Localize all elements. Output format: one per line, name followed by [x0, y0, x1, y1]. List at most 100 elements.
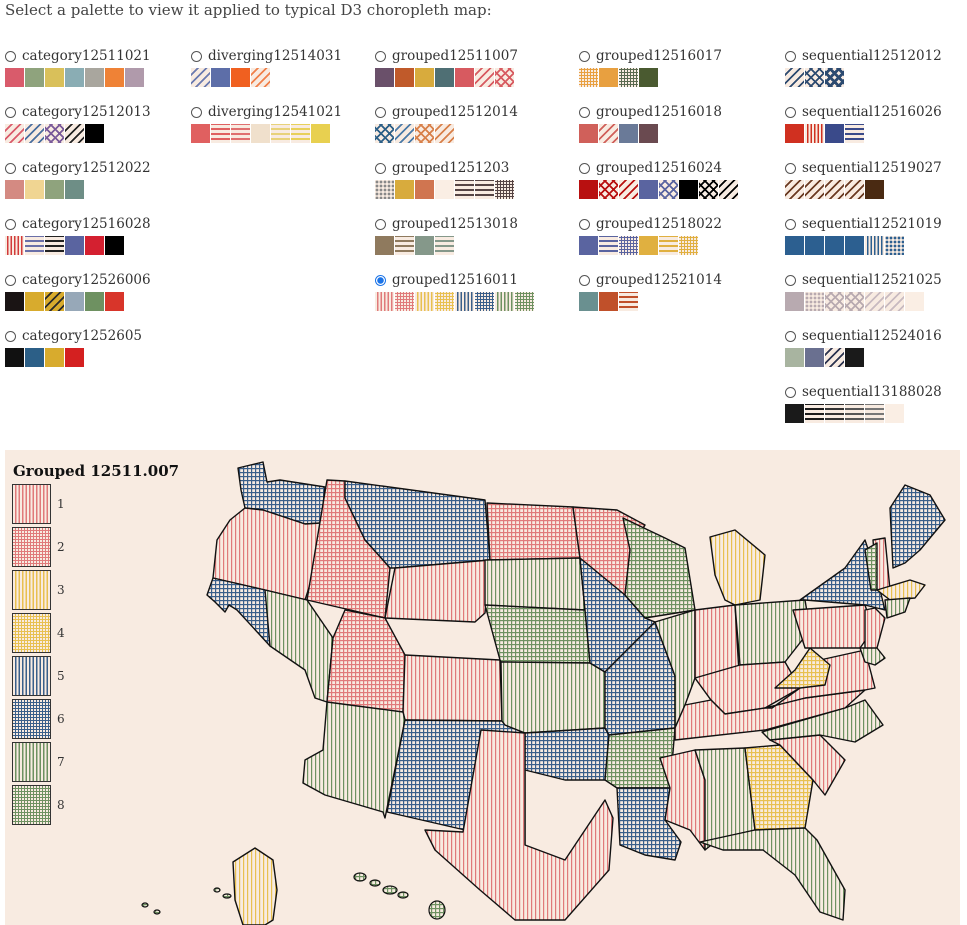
palette-swatches: [191, 68, 381, 87]
legend-label: 8: [57, 798, 65, 812]
palette-swatch: [25, 180, 44, 199]
palette-swatch: [805, 180, 824, 199]
palette-radio[interactable]: [375, 50, 386, 62]
map-state: [484, 604, 591, 664]
map-island: [222, 893, 232, 899]
palette-option-grouped12518022[interactable]: grouped12518022: [579, 214, 769, 264]
palette-swatch: [85, 292, 104, 311]
map-state: [699, 827, 846, 921]
palette-option-diverging12541021[interactable]: diverging12541021: [191, 102, 381, 152]
palette-radio[interactable]: [5, 106, 16, 118]
palette-radio[interactable]: [785, 50, 796, 62]
palette-option-sequential12516026[interactable]: sequential12516026: [785, 102, 967, 152]
palette-swatch: [579, 236, 598, 255]
palette-option-grouped1251203[interactable]: grouped1251203: [375, 158, 565, 208]
palette-radio[interactable]: [375, 106, 386, 118]
palette-radio[interactable]: [785, 274, 796, 286]
palette-option-sequential12512012[interactable]: sequential12512012: [785, 46, 967, 96]
palette-swatch: [435, 124, 454, 143]
palette-label: grouped12516024: [596, 160, 722, 176]
palette-radio[interactable]: [5, 162, 16, 174]
palette-option-diverging12514031[interactable]: diverging12514031: [191, 46, 381, 96]
palette-swatch: [785, 124, 804, 143]
palette-radio[interactable]: [785, 218, 796, 230]
palette-swatch: [5, 348, 24, 367]
palette-label: grouped12512014: [392, 104, 518, 120]
palette-option-grouped12521014[interactable]: grouped12521014: [579, 270, 769, 320]
palette-radio[interactable]: [5, 218, 16, 230]
palette-swatch: [375, 180, 394, 199]
palette-swatch: [45, 124, 64, 143]
palette-option-sequential12521019[interactable]: sequential12521019: [785, 214, 967, 264]
palette-label: grouped12513018: [392, 216, 518, 232]
palette-option-grouped12512014[interactable]: grouped12512014: [375, 102, 565, 152]
palette-swatch: [495, 68, 514, 87]
palette-option-category12512013[interactable]: category12512013: [5, 102, 195, 152]
legend-swatch: [12, 570, 51, 610]
map-state: [344, 480, 491, 569]
palette-radio[interactable]: [579, 50, 590, 62]
palette-radio[interactable]: [5, 50, 16, 62]
palette-option-sequential12519027[interactable]: sequential12519027: [785, 158, 967, 208]
palette-swatch: [435, 236, 454, 255]
palette-swatch: [599, 292, 618, 311]
palette-swatch: [845, 124, 864, 143]
palette-swatch: [905, 292, 924, 311]
palette-swatches: [5, 124, 195, 143]
palette-option-category12516028[interactable]: category12516028: [5, 214, 195, 264]
palette-swatches: [785, 292, 967, 311]
palette-swatch: [719, 180, 738, 199]
palette-radio[interactable]: [579, 218, 590, 230]
palette-swatch: [659, 180, 678, 199]
palette-radio[interactable]: [375, 218, 386, 230]
palette-option-grouped12516011[interactable]: grouped12516011: [375, 270, 565, 320]
palette-swatch: [375, 292, 394, 311]
palette-option-grouped12516017[interactable]: grouped12516017: [579, 46, 769, 96]
palette-swatch: [415, 124, 434, 143]
palette-swatch: [191, 124, 210, 143]
palette-radio[interactable]: [5, 274, 16, 286]
palette-radio[interactable]: [579, 274, 590, 286]
palette-swatch: [105, 292, 124, 311]
palette-radio[interactable]: [191, 106, 202, 118]
map-state: [384, 559, 491, 623]
palette-radio[interactable]: [785, 162, 796, 174]
palette-option-category12512022[interactable]: category12512022: [5, 158, 195, 208]
palette-option-grouped12511007[interactable]: grouped12511007: [375, 46, 565, 96]
palette-option-grouped12516018[interactable]: grouped12516018: [579, 102, 769, 152]
palette-swatch: [5, 68, 24, 87]
palette-option-sequential12524016[interactable]: sequential12524016: [785, 326, 967, 376]
palette-swatches: [5, 348, 195, 367]
palette-option-grouped12513018[interactable]: grouped12513018: [375, 214, 565, 264]
palette-swatch: [865, 292, 884, 311]
palette-option-category1252605[interactable]: category1252605: [5, 326, 195, 376]
palette-swatch: [415, 180, 434, 199]
palette-radio[interactable]: [375, 162, 386, 174]
palette-swatches: [5, 292, 195, 311]
palette-label: sequential12516026: [802, 104, 942, 120]
palette-label: diverging12514031: [208, 48, 343, 64]
palette-swatches: [785, 404, 967, 423]
palette-option-sequential12521025[interactable]: sequential12521025: [785, 270, 967, 320]
palette-option-category12511021[interactable]: category12511021: [5, 46, 195, 96]
palette-option-sequential13188028[interactable]: sequential13188028: [785, 382, 967, 432]
palette-swatch: [825, 68, 844, 87]
palette-option-category12526006[interactable]: category12526006: [5, 270, 195, 320]
palette-radio[interactable]: [579, 106, 590, 118]
palette-radio[interactable]: [375, 274, 386, 286]
palette-radio[interactable]: [785, 386, 796, 398]
palette-swatch: [825, 124, 844, 143]
palette-radio[interactable]: [191, 50, 202, 62]
palette-swatch: [455, 180, 474, 199]
map-state: [709, 529, 766, 606]
palette-swatch: [865, 180, 884, 199]
palette-swatch: [65, 180, 84, 199]
palette-swatch: [395, 124, 414, 143]
palette-swatch: [475, 292, 494, 311]
palette-radio[interactable]: [785, 330, 796, 342]
palette-option-grouped12516024[interactable]: grouped12516024: [579, 158, 769, 208]
palette-swatch: [5, 236, 24, 255]
palette-radio[interactable]: [579, 162, 590, 174]
palette-radio[interactable]: [5, 330, 16, 342]
palette-radio[interactable]: [785, 106, 796, 118]
